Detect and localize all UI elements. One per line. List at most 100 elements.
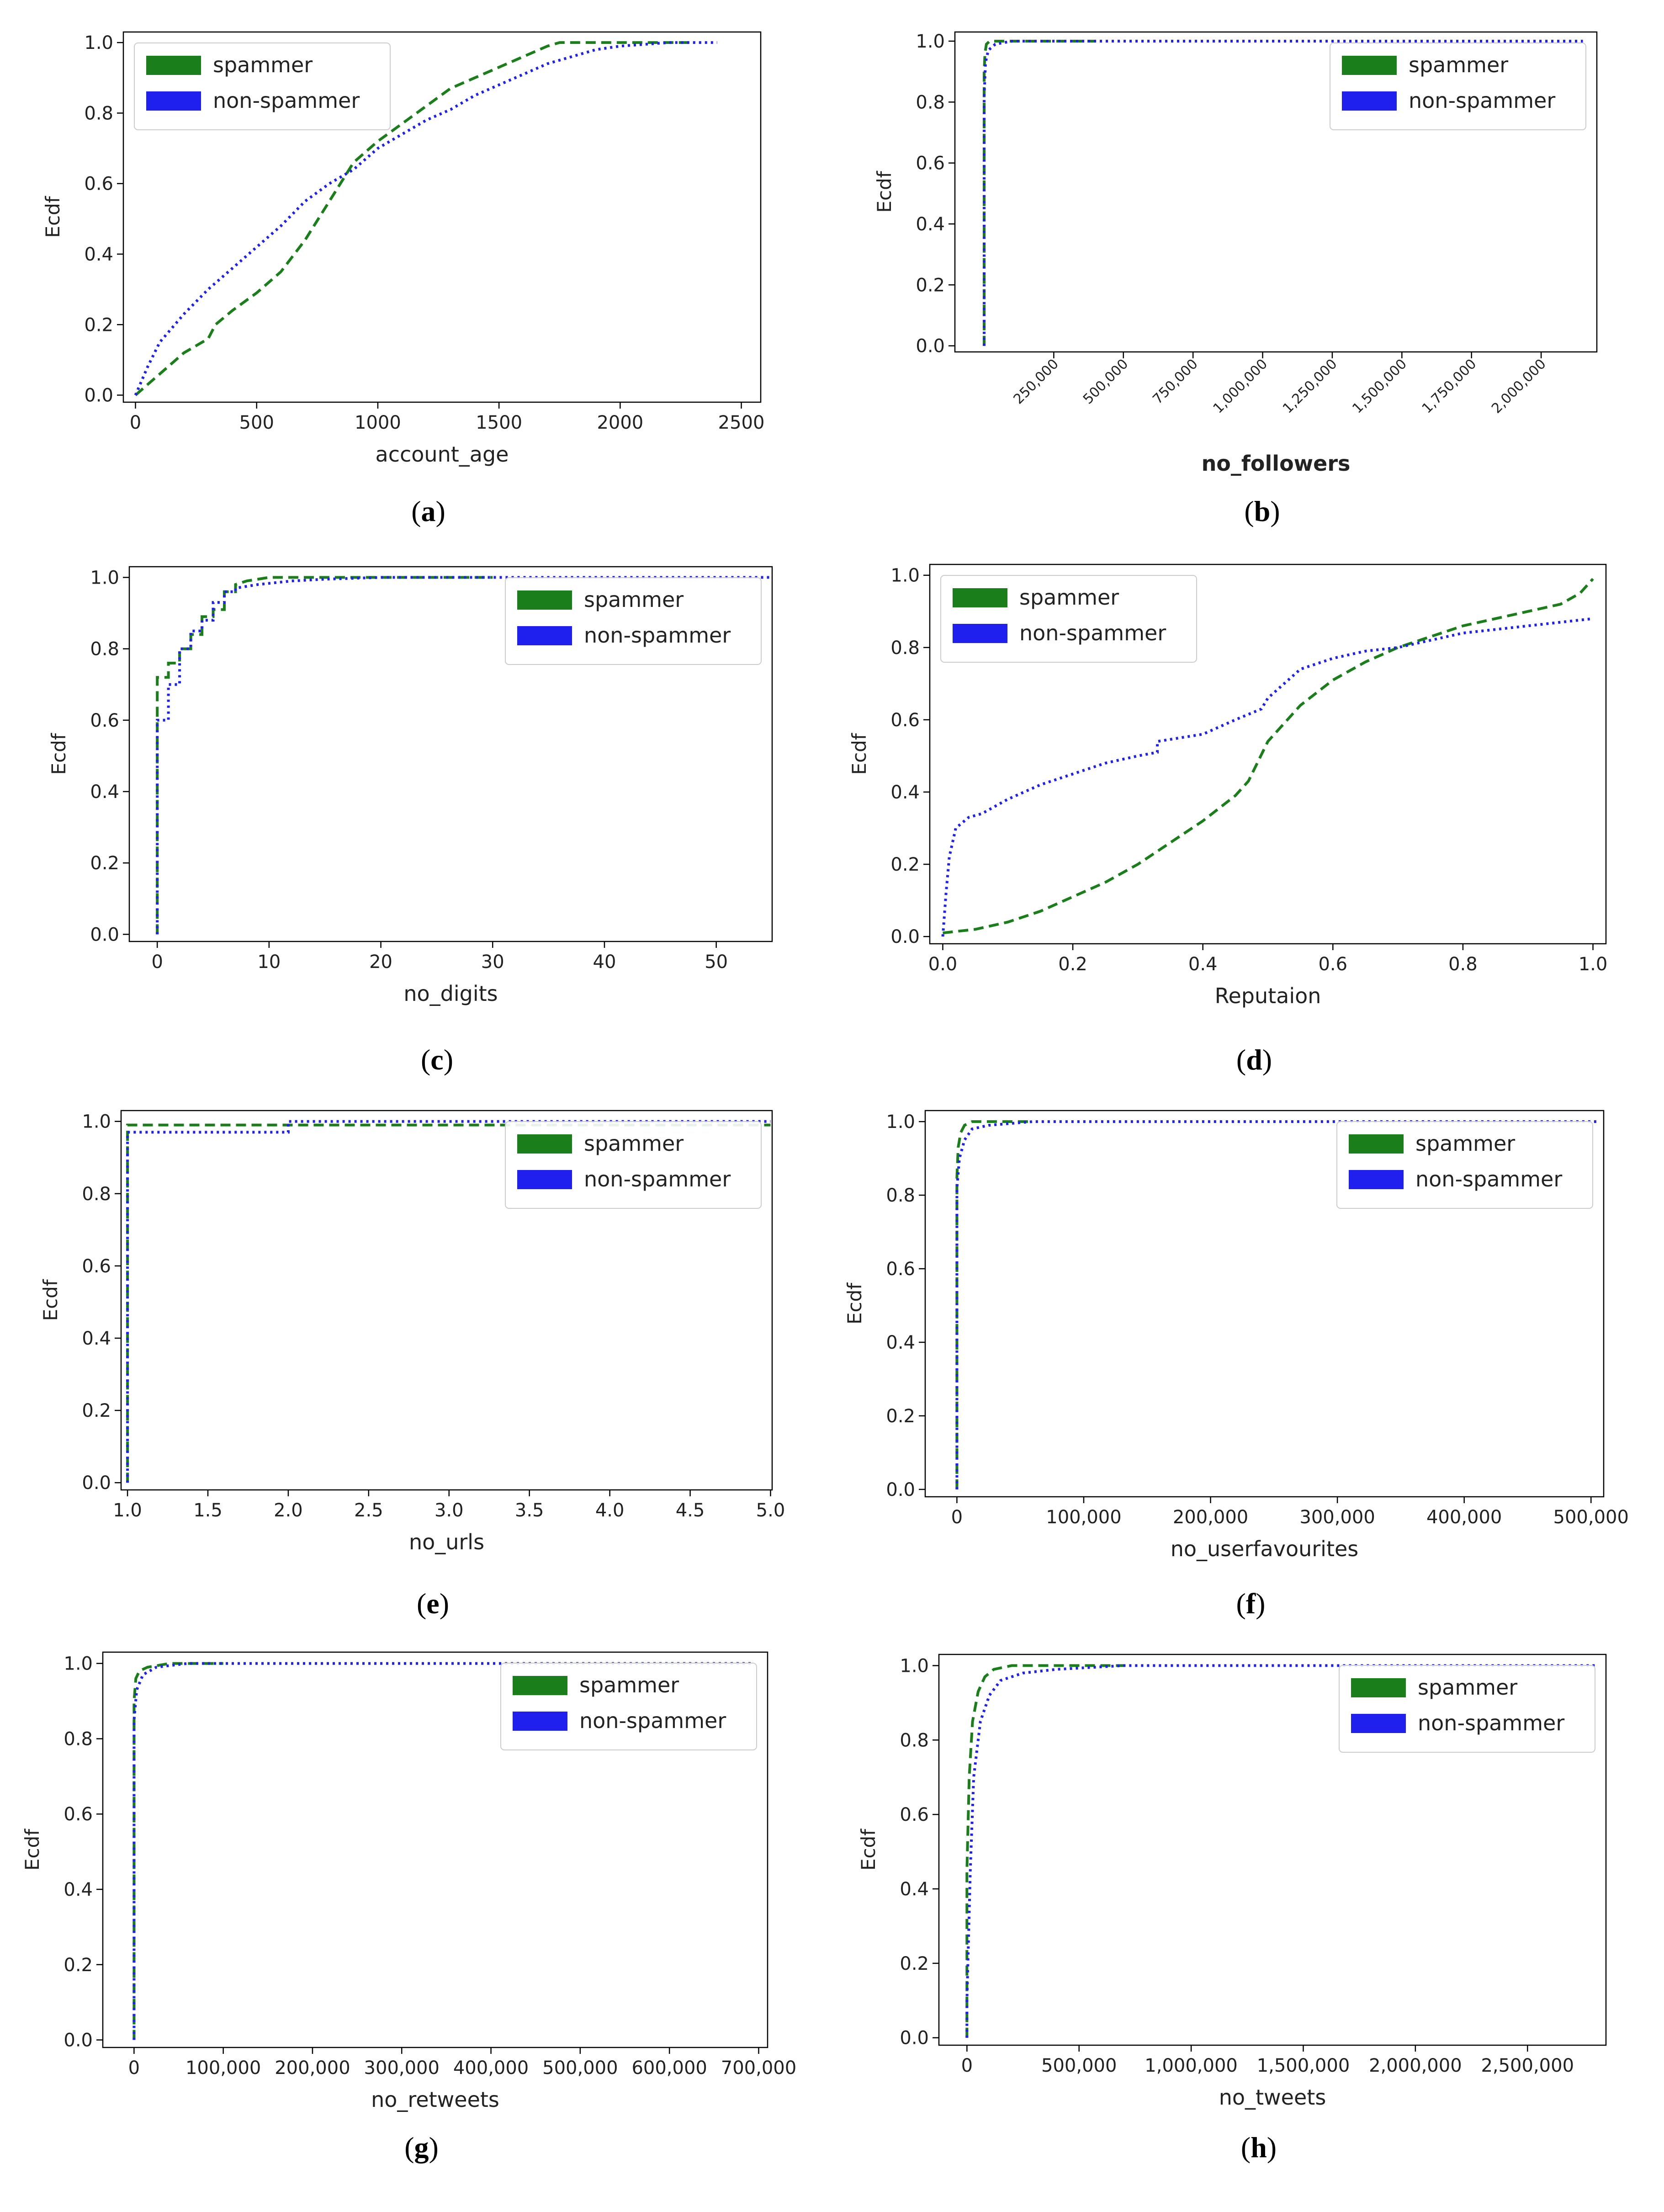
y-tick-label: 0.4 xyxy=(64,1879,93,1900)
x-tick-label: 1,000,000 xyxy=(1145,2055,1238,2076)
x-tick-label: 0 xyxy=(951,1507,963,1528)
x-tick-label: 1.0 xyxy=(1579,954,1608,975)
y-tick-label: 0.2 xyxy=(82,1400,111,1421)
x-tick-label: 0.6 xyxy=(1318,954,1347,975)
legend-swatch-spammer xyxy=(953,588,1007,607)
legend: spammer non-spammer xyxy=(1339,1665,1595,1753)
x-tick-label: 250,000 xyxy=(1011,356,1062,407)
x-tick-label: 500,000 xyxy=(1553,1507,1629,1528)
axes-frame xyxy=(102,1651,768,2048)
x-tick-label: 3.5 xyxy=(515,1500,544,1521)
x-tick-label: 0.4 xyxy=(1188,954,1218,975)
x-tick-label: 2,000,000 xyxy=(1489,356,1549,417)
x-tick-label: 300,000 xyxy=(364,2058,440,2079)
x-axis-label: account_age xyxy=(376,442,509,467)
legend: spammer non-spammer xyxy=(505,1121,762,1209)
series-line-spammer xyxy=(983,40,1096,346)
x-axis-label: no_urls xyxy=(409,1530,484,1554)
y-tick-label: 0.6 xyxy=(886,1259,915,1280)
y-tick-label: 0.4 xyxy=(890,782,920,803)
legend-swatch-spammer xyxy=(1349,1134,1404,1154)
axes-frame xyxy=(924,1110,1605,1498)
x-tick-label: 1.5 xyxy=(193,1500,223,1521)
x-tick-label: 1,500,000 xyxy=(1349,356,1410,417)
y-tick-label: 0.2 xyxy=(886,1406,915,1427)
x-tick-label: 300,000 xyxy=(1299,1507,1375,1528)
legend-swatch-non-spammer xyxy=(953,624,1007,643)
series-line-spammer xyxy=(965,1664,1124,2038)
axes-frame xyxy=(954,31,1598,353)
x-tick-label: 2500 xyxy=(718,412,765,433)
series-line-non-spammer xyxy=(955,1120,1598,1489)
legend-label: non-spammer xyxy=(1415,1167,1562,1191)
x-tick-label: 0 xyxy=(130,412,141,433)
y-axis-label: Ecdf xyxy=(843,1282,866,1324)
x-tick-label: 2000 xyxy=(597,412,643,433)
x-axis-label: no_tweets xyxy=(1219,2085,1326,2110)
y-tick-label: 0.4 xyxy=(84,244,113,265)
y-tick-label: 0.8 xyxy=(916,92,945,113)
axes-frame xyxy=(929,564,1607,945)
legend-label: non-spammer xyxy=(1418,1711,1564,1735)
y-tick-label: 0.0 xyxy=(64,2030,93,2051)
x-tick-label: 1,250,000 xyxy=(1280,356,1341,417)
legend-swatch-non-spammer xyxy=(513,1712,567,1731)
x-tick-label: 700,000 xyxy=(721,2058,796,2079)
y-axis-label: Ecdf xyxy=(873,170,896,213)
legend-label: non-spammer xyxy=(584,623,731,648)
series-line-non-spammer xyxy=(126,1120,771,1483)
y-tick-label: 0.8 xyxy=(900,1730,929,1751)
x-tick-label: 0.0 xyxy=(928,954,958,975)
x-tick-label: 2,500,000 xyxy=(1481,2055,1574,2076)
legend-label: spammer xyxy=(584,587,684,612)
x-tick-label: 5.0 xyxy=(756,1500,785,1521)
panel-c: 0.0 0.2 0.4 0.6 0.8 1.0 0 10 20 30 40 50 no_digits Ec… xyxy=(48,566,773,1076)
x-tick-label: 1000 xyxy=(355,412,401,433)
y-tick-label: 0.0 xyxy=(90,924,119,945)
legend-label: spammer xyxy=(1019,585,1119,610)
y-axis-label: Ecdf xyxy=(48,733,70,775)
legend-swatch-non-spammer xyxy=(517,1170,572,1189)
x-tick-label: 0.2 xyxy=(1058,954,1087,975)
y-tick-label: 0.6 xyxy=(900,1804,929,1825)
y-tick-label: 0.0 xyxy=(890,926,920,947)
axes-frame xyxy=(120,1110,773,1491)
y-axis-label: Ecdf xyxy=(857,1829,880,1871)
x-axis-label: Reputaion xyxy=(1215,984,1321,1008)
y-tick-label: 0.0 xyxy=(900,2028,929,2049)
y-tick-label: 1.0 xyxy=(84,32,113,53)
legend-swatch-non-spammer xyxy=(146,91,201,111)
legend-label: spammer xyxy=(1409,53,1508,77)
y-tick-label: 0.6 xyxy=(82,1256,111,1277)
y-axis-label: Ecdf xyxy=(39,1279,62,1321)
y-tick-label: 0.6 xyxy=(64,1804,93,1825)
series-line-non-spammer xyxy=(965,1664,1595,2038)
x-tick-label: 100,000 xyxy=(185,2058,261,2079)
series-line-spammer xyxy=(132,1662,223,2040)
legend-label: non-spammer xyxy=(1019,621,1166,645)
legend: spammer non-spammer xyxy=(505,577,762,665)
x-tick-label: 1,750,000 xyxy=(1419,356,1480,417)
x-tick-label: 4.0 xyxy=(595,1500,625,1521)
legend-label: spammer xyxy=(579,1673,679,1697)
series-line-spammer xyxy=(955,1120,1033,1489)
legend: spammer non-spammer xyxy=(1336,1121,1593,1209)
y-tick-label: 0.8 xyxy=(84,103,113,124)
y-tick-label: 0.4 xyxy=(90,782,119,803)
panel-a: 0.0 0.2 0.4 0.6 0.8 1.0 0 500 1000 1500 2000 2500 ac… xyxy=(42,31,765,527)
legend-swatch-non-spammer xyxy=(517,626,572,645)
x-tick-label: 500 xyxy=(239,412,274,433)
x-tick-label: 1,000,000 xyxy=(1210,356,1271,417)
x-tick-label: 0 xyxy=(151,952,163,973)
x-axis-label: no_retweets xyxy=(371,2087,499,2112)
y-tick-label: 0.8 xyxy=(886,1185,915,1206)
panel-d: 0.0 0.2 0.4 0.6 0.8 1.0 0.0 0.2 0.4 0.6 0.8 1.0 Repu… xyxy=(848,564,1607,1076)
legend: spammer non-spammer xyxy=(134,43,391,130)
y-tick-label: 0.8 xyxy=(890,638,920,659)
legend-swatch-spammer xyxy=(1351,1678,1406,1697)
x-tick-label: 50 xyxy=(705,952,728,973)
panel-g: 0.0 0.2 0.4 0.6 0.8 1.0 0 100,000 200,000 300,000… xyxy=(21,1651,796,2164)
series-line-non-spammer xyxy=(134,41,717,396)
x-tick-label: 400,000 xyxy=(453,2058,529,2079)
panel-caption: (a) xyxy=(411,495,445,527)
